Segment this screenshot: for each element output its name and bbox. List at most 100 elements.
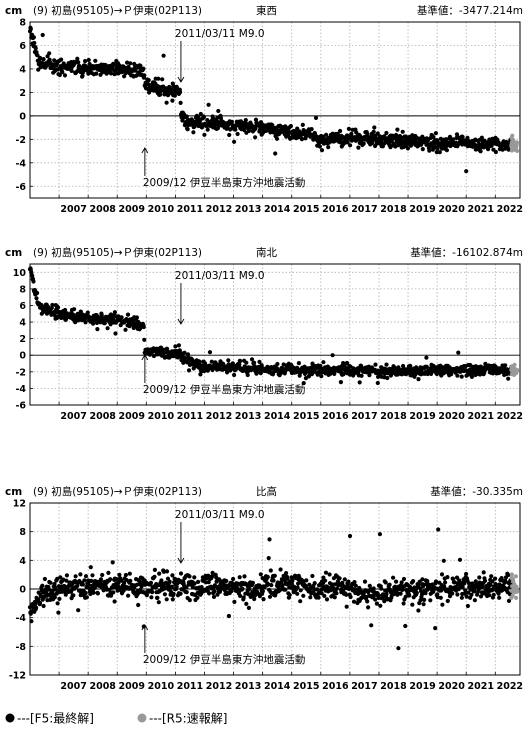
data-points-r5	[509, 362, 520, 377]
legend-label: ---[R5:速報解]	[149, 712, 227, 726]
data-point-f5	[419, 592, 425, 597]
data-point-f5	[50, 302, 55, 308]
data-point-f5	[240, 586, 245, 591]
arrow-head-icon	[141, 624, 149, 631]
data-point-f5	[347, 533, 353, 539]
data-point-f5	[490, 579, 495, 584]
data-point-f5	[401, 576, 407, 582]
data-point-f5	[148, 580, 153, 586]
data-point-f5	[253, 126, 258, 131]
data-point-f5	[31, 35, 36, 40]
data-point-r5	[513, 574, 519, 579]
data-point-f5	[241, 595, 246, 600]
data-point-f5	[125, 60, 130, 65]
data-point-f5	[178, 571, 184, 576]
y-tick-label: 2	[19, 88, 26, 99]
x-tick-label: 2015	[293, 681, 319, 692]
data-point-f5	[321, 360, 326, 365]
data-point-f5	[375, 380, 380, 386]
data-point-f5	[164, 569, 170, 574]
legend-marker	[137, 713, 147, 723]
data-point-f5	[304, 578, 309, 583]
data-point-f5	[433, 626, 438, 631]
data-point-f5	[117, 63, 122, 68]
data-point-f5	[149, 595, 154, 600]
data-point-f5	[34, 296, 39, 301]
data-point-f5	[321, 575, 326, 580]
data-point-f5	[398, 591, 403, 596]
data-point-f5	[215, 115, 220, 120]
data-point-f5	[210, 574, 215, 579]
data-point-f5	[64, 578, 69, 583]
data-point-f5	[71, 593, 76, 598]
y-tick-label: 8	[19, 284, 26, 295]
data-point-f5	[209, 359, 214, 364]
data-point-f5	[192, 581, 197, 586]
data-point-f5	[146, 78, 151, 83]
data-point-f5	[341, 372, 346, 377]
x-tick-label: 2009	[119, 681, 145, 692]
x-tick-label: 2019	[409, 204, 435, 215]
data-point-f5	[454, 575, 460, 580]
x-tick-label: 2010	[148, 681, 175, 692]
x-tick-label: 2020	[438, 204, 465, 215]
data-point-f5	[233, 127, 238, 132]
x-tick-label: 2016	[322, 411, 349, 422]
data-point-f5	[301, 593, 306, 598]
data-point-f5	[421, 602, 426, 607]
data-point-f5	[83, 590, 88, 596]
data-points-f5	[27, 266, 514, 386]
data-point-f5	[487, 593, 492, 598]
axis-unit-label: cm	[5, 486, 22, 498]
data-point-f5	[172, 93, 177, 98]
data-point-f5	[503, 578, 508, 583]
data-point-f5	[428, 598, 433, 603]
data-points-f5	[27, 25, 514, 174]
data-point-r5	[515, 148, 520, 153]
data-point-f5	[117, 572, 122, 577]
data-point-r5	[510, 593, 515, 598]
data-point-f5	[144, 593, 149, 598]
data-point-f5	[450, 591, 455, 596]
data-point-f5	[210, 570, 215, 575]
data-point-f5	[309, 127, 314, 132]
x-tick-label: 2014	[264, 411, 291, 422]
data-point-f5	[187, 574, 192, 579]
data-point-r5	[512, 362, 517, 367]
data-point-f5	[346, 579, 351, 584]
x-tick-label: 2011	[177, 681, 203, 692]
data-point-f5	[94, 71, 99, 76]
data-point-f5	[394, 579, 399, 584]
data-point-f5	[83, 320, 88, 325]
data-point-f5	[206, 580, 211, 585]
data-point-f5	[261, 597, 266, 602]
data-point-f5	[33, 46, 38, 51]
data-point-f5	[403, 594, 408, 599]
x-tick-label: 2020	[438, 681, 465, 692]
data-point-f5	[312, 131, 318, 136]
data-point-f5	[267, 537, 272, 542]
data-point-f5	[387, 582, 392, 587]
x-tick-label: 2015	[293, 204, 319, 215]
x-tick-label: 2013	[235, 411, 261, 422]
data-point-r5	[514, 595, 519, 601]
x-tick-label: 2012	[206, 681, 232, 692]
data-point-f5	[459, 595, 464, 600]
y-tick-label: 0	[19, 585, 26, 596]
data-point-f5	[283, 587, 288, 592]
data-point-f5	[287, 592, 292, 598]
x-tick-label: 2014	[264, 681, 291, 692]
data-point-f5	[195, 595, 200, 600]
x-tick-label: 2008	[89, 204, 116, 215]
data-point-f5	[361, 141, 366, 146]
data-point-f5	[489, 574, 494, 579]
data-point-f5	[108, 71, 114, 76]
data-point-f5	[478, 594, 484, 599]
data-point-f5	[163, 580, 168, 586]
data-point-f5	[78, 572, 83, 577]
x-tick-label: 2020	[438, 411, 465, 422]
data-point-f5	[449, 372, 454, 377]
data-point-f5	[267, 594, 273, 599]
data-point-f5	[374, 601, 379, 606]
